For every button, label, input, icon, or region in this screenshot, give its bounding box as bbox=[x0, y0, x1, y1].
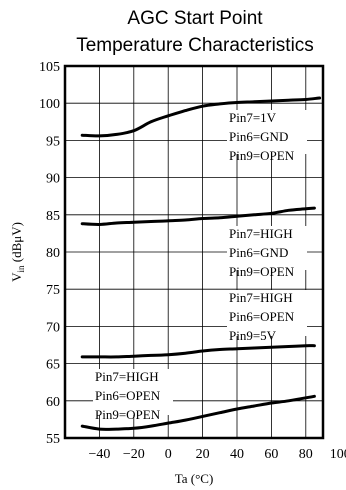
annotation-line: Pin6=GND bbox=[229, 245, 288, 260]
y-tick-label: 100 bbox=[39, 97, 60, 112]
series-line-1 bbox=[80, 96, 322, 138]
x-tick-label: 20 bbox=[196, 447, 210, 462]
annotation-line: Pin6=GND bbox=[229, 129, 288, 144]
x-tick-label: −40 bbox=[88, 447, 110, 462]
y-axis-label: Vin (dBμV) bbox=[9, 222, 26, 282]
y-tick-label: 105 bbox=[39, 60, 60, 75]
y-tick-label: 75 bbox=[46, 283, 60, 298]
annotation-background bbox=[227, 226, 307, 270]
x-tick-label: −20 bbox=[123, 447, 145, 462]
x-tick-label: 40 bbox=[230, 447, 244, 462]
y-tick-label: 70 bbox=[46, 320, 60, 335]
series-group bbox=[80, 96, 322, 431]
x-tick-label: 60 bbox=[264, 447, 278, 462]
y-tick-label: 55 bbox=[46, 432, 60, 447]
y-tick-label: 95 bbox=[46, 134, 60, 149]
y-axis-label-sub: in bbox=[16, 265, 26, 273]
annotation-line: Pin9=OPEN bbox=[229, 264, 295, 279]
y-tick-label: 80 bbox=[46, 246, 60, 261]
x-tick-label: 0 bbox=[165, 447, 172, 462]
annotation-background bbox=[227, 290, 307, 336]
annotations: Pin7=1V Pin6=GND Pin9=OPEN Pin7=HIGH Pin6=GN… bbox=[93, 110, 307, 422]
x-tick-label: 80 bbox=[299, 447, 313, 462]
y-tick-labels: 55 60 65 70 75 80 85 90 95 100 105 bbox=[39, 60, 60, 447]
annotation-line: Pin7=1V bbox=[229, 110, 277, 125]
x-tick-label: 100 bbox=[330, 447, 346, 462]
annotation-background bbox=[93, 369, 173, 415]
chart-title-line-2: Temperature Characteristics bbox=[76, 35, 314, 56]
series-line-4 bbox=[80, 394, 316, 431]
y-tick-label: 85 bbox=[46, 209, 60, 224]
annotation-line: Pin7=HIGH bbox=[229, 290, 293, 305]
annotation-line: Pin6=OPEN bbox=[95, 388, 161, 403]
series-line-2 bbox=[80, 206, 316, 227]
x-tick-labels: −40 −20 0 20 40 60 80 100 bbox=[88, 447, 346, 462]
annotation-line: Pin6=OPEN bbox=[229, 309, 295, 324]
chart-title-line-1: AGC Start Point bbox=[127, 8, 263, 29]
plot-frame bbox=[63, 64, 325, 440]
annotation-line: Pin7=HIGH bbox=[95, 369, 159, 384]
y-tick-label: 60 bbox=[46, 395, 60, 410]
y-tick-label: 65 bbox=[46, 358, 60, 373]
series-line-3 bbox=[80, 344, 316, 359]
x-axis-label: Ta (°C) bbox=[175, 471, 214, 486]
annotation-line: Pin7=HIGH bbox=[229, 226, 293, 241]
y-axis-label-rest: (dBμV) bbox=[9, 222, 24, 265]
annotation-line: Pin9=5V bbox=[229, 328, 277, 343]
y-axis-label-main: V bbox=[9, 272, 24, 282]
annotation-line: Pin9=OPEN bbox=[95, 407, 161, 422]
annotation-background bbox=[227, 110, 307, 154]
annotation-line: Pin9=OPEN bbox=[229, 148, 295, 163]
y-tick-label: 90 bbox=[46, 172, 60, 187]
